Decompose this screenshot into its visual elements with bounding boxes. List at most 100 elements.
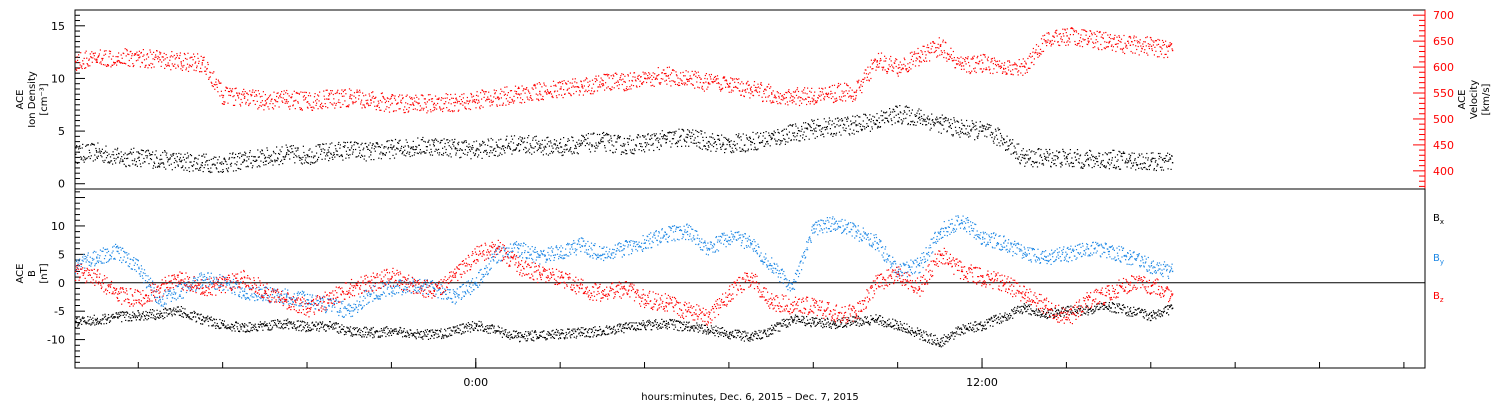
bx-point bbox=[170, 309, 172, 311]
density-point bbox=[545, 153, 547, 155]
velocity-point bbox=[931, 51, 933, 54]
velocity-point bbox=[578, 94, 580, 96]
density-point bbox=[315, 145, 317, 147]
density-point bbox=[244, 151, 246, 153]
density-point bbox=[795, 125, 797, 127]
density-point bbox=[231, 153, 234, 155]
velocity-point bbox=[281, 91, 283, 93]
velocity-point bbox=[1039, 52, 1041, 55]
density-point bbox=[594, 150, 596, 152]
velocity-point bbox=[334, 92, 336, 95]
velocity-point bbox=[216, 86, 218, 88]
bx-point bbox=[261, 326, 263, 328]
density-point bbox=[651, 137, 653, 139]
density-point bbox=[986, 123, 988, 125]
density-point bbox=[742, 133, 744, 135]
density-point bbox=[612, 152, 614, 154]
velocity-point bbox=[855, 97, 857, 99]
velocity-point bbox=[877, 52, 880, 55]
density-point bbox=[778, 139, 780, 141]
density-point bbox=[758, 135, 760, 137]
density-point bbox=[340, 155, 342, 157]
velocity-point bbox=[820, 99, 822, 101]
velocity-point bbox=[785, 91, 787, 94]
density-point bbox=[636, 136, 638, 138]
bx-point bbox=[94, 318, 96, 320]
density-point bbox=[880, 110, 883, 112]
velocity-point bbox=[504, 86, 506, 88]
velocity-point bbox=[169, 56, 171, 58]
density-point bbox=[425, 152, 427, 154]
density-point bbox=[1107, 162, 1109, 164]
velocity-point bbox=[1117, 43, 1119, 45]
density-point bbox=[1001, 137, 1003, 139]
density-point bbox=[848, 133, 850, 135]
density-point bbox=[939, 123, 942, 125]
density-point bbox=[863, 126, 865, 128]
density-point bbox=[832, 133, 835, 135]
density-point bbox=[568, 150, 570, 152]
velocity-point bbox=[908, 66, 910, 68]
velocity-point bbox=[383, 110, 385, 112]
density-point bbox=[349, 149, 351, 151]
velocity-point bbox=[788, 89, 790, 91]
density-point bbox=[938, 131, 940, 133]
density-point bbox=[310, 156, 313, 158]
velocity-point bbox=[981, 59, 983, 61]
bx-point bbox=[284, 327, 286, 329]
velocity-point bbox=[998, 60, 1001, 62]
density-point bbox=[289, 158, 291, 160]
density-point bbox=[229, 163, 232, 165]
velocity-point bbox=[765, 89, 767, 91]
velocity-point bbox=[906, 68, 908, 70]
density-point bbox=[90, 155, 92, 157]
velocity-point bbox=[259, 104, 261, 107]
density-point bbox=[674, 143, 677, 145]
velocity-point bbox=[823, 99, 825, 101]
velocity-point bbox=[185, 69, 187, 71]
velocity-point bbox=[95, 59, 97, 61]
density-point bbox=[889, 108, 891, 110]
velocity-point bbox=[576, 82, 578, 84]
velocity-point bbox=[708, 74, 710, 76]
density-point bbox=[241, 154, 243, 156]
density-point bbox=[1097, 164, 1099, 166]
velocity-point bbox=[244, 95, 246, 98]
velocity-point bbox=[633, 72, 636, 74]
bx-point bbox=[159, 315, 161, 317]
density-point bbox=[1130, 167, 1132, 169]
density-point bbox=[972, 126, 974, 129]
bx-point bbox=[228, 327, 231, 329]
velocity-point bbox=[758, 91, 761, 93]
density-point bbox=[287, 149, 289, 151]
velocity-point bbox=[522, 99, 524, 101]
density-point bbox=[1144, 162, 1146, 165]
velocity-point bbox=[750, 89, 752, 91]
velocity-point bbox=[210, 81, 212, 83]
velocity-point bbox=[955, 59, 957, 61]
velocity-point bbox=[529, 96, 531, 98]
velocity-point bbox=[281, 100, 283, 102]
velocity-point bbox=[919, 57, 922, 59]
velocity-point bbox=[208, 77, 210, 79]
density-point bbox=[571, 153, 573, 155]
density-point bbox=[356, 156, 358, 158]
density-point bbox=[1007, 145, 1009, 147]
density-point bbox=[78, 151, 80, 153]
velocity-point bbox=[261, 95, 263, 97]
density-point bbox=[509, 148, 512, 150]
density-point bbox=[1000, 135, 1003, 137]
velocity-point bbox=[733, 86, 735, 88]
density-point bbox=[430, 148, 432, 150]
density-point bbox=[161, 158, 163, 160]
density-point bbox=[350, 147, 353, 149]
density-point bbox=[643, 136, 645, 138]
density-point bbox=[1015, 157, 1017, 159]
density-point bbox=[764, 137, 766, 139]
density-point bbox=[1134, 158, 1136, 160]
density-point bbox=[312, 162, 314, 164]
density-point bbox=[105, 157, 108, 159]
density-point bbox=[805, 135, 807, 137]
velocity-tick-label: 650 bbox=[1433, 35, 1454, 48]
